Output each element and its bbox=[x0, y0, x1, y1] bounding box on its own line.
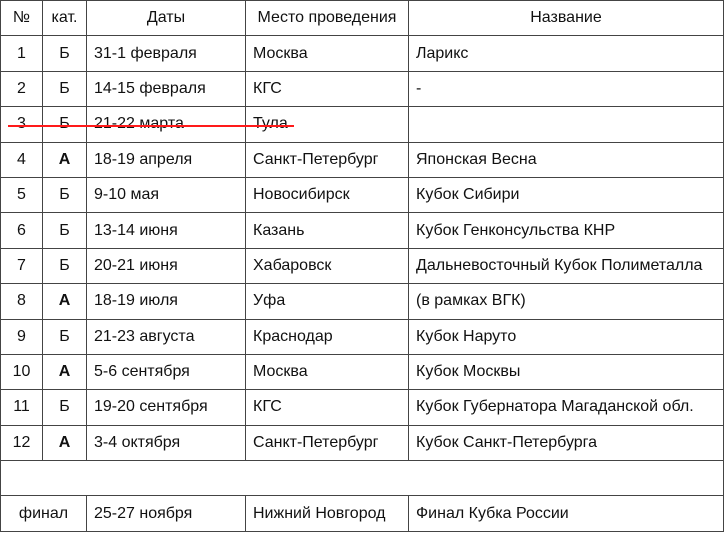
spacer-row bbox=[0, 460, 724, 497]
table-row: 1 Б 31-1 февраля Москва Ларикс bbox=[0, 35, 724, 72]
table-row: 4 А 18-19 апреля Санкт-Петербург Японская Ве… bbox=[0, 141, 724, 178]
row-place: КГС bbox=[245, 389, 409, 426]
table-row: 10 А 5-6 сентября Москва Кубок Москвы bbox=[0, 353, 724, 391]
row-category: Б bbox=[42, 70, 87, 108]
table-row: 12 А 3-4 октября Санкт-Петербург Кубок Санкт… bbox=[0, 424, 724, 462]
header-place: Место проведения bbox=[245, 0, 409, 37]
table-row: 7 Б 20-21 июня Хабаровск Дальневосточный Куб… bbox=[0, 247, 724, 285]
header-row: № кат. Даты Место проведения Название bbox=[0, 0, 724, 37]
row-dates: 18-19 июля bbox=[86, 283, 246, 320]
row-name: Ларикс bbox=[408, 35, 724, 72]
final-place: Нижний Новгород bbox=[245, 495, 409, 532]
row-dates: 21-23 августа bbox=[86, 318, 246, 355]
row-name: Кубок Санкт-Петербурга bbox=[408, 424, 724, 462]
row-place: Казань bbox=[245, 212, 409, 249]
header-dates: Даты bbox=[86, 0, 246, 37]
row-category: А bbox=[42, 353, 87, 391]
row-dates: 14-15 февраля bbox=[86, 70, 246, 108]
table-row: 6 Б 13-14 июня Казань Кубок Генконсульства К… bbox=[0, 212, 724, 249]
row-category: Б bbox=[42, 35, 87, 72]
row-dates: 19-20 сентября bbox=[86, 389, 246, 426]
row-name bbox=[408, 106, 724, 143]
final-dates: 25-27 ноября bbox=[86, 495, 246, 532]
row-num: 8 bbox=[0, 283, 43, 320]
row-place: Уфа bbox=[245, 283, 409, 320]
table-row: 5 Б 9-10 мая Новосибирск Кубок Сибири bbox=[0, 176, 724, 214]
spacer-cell bbox=[0, 460, 724, 497]
row-num: 6 bbox=[0, 212, 43, 249]
row-dates: 13-14 июня bbox=[86, 212, 246, 249]
row-num: 10 bbox=[0, 353, 43, 391]
table-row: 2 Б 14-15 февраля КГС - bbox=[0, 70, 724, 108]
row-category: Б bbox=[42, 389, 87, 426]
row-place: Москва bbox=[245, 353, 409, 391]
row-name: - bbox=[408, 70, 724, 108]
row-place: Краснодар bbox=[245, 318, 409, 355]
row-name: Кубок Губернатора Магаданской обл. bbox=[408, 389, 724, 426]
row-num: 11 bbox=[0, 389, 43, 426]
row-num: 2 bbox=[0, 70, 43, 108]
row-dates: 31-1 февраля bbox=[86, 35, 246, 72]
row-name: Японская Весна bbox=[408, 141, 724, 178]
row-category: Б bbox=[42, 212, 87, 249]
header-num: № bbox=[0, 0, 43, 37]
row-num: 3 bbox=[0, 106, 43, 143]
row-category: А bbox=[42, 424, 87, 462]
row-name: Кубок Генконсульства КНР bbox=[408, 212, 724, 249]
row-category: А bbox=[42, 141, 87, 178]
row-place: Москва bbox=[245, 35, 409, 72]
row-category: Б bbox=[42, 247, 87, 285]
row-num: 5 bbox=[0, 176, 43, 214]
row-category: А bbox=[42, 283, 87, 320]
header-name: Название bbox=[408, 0, 724, 37]
row-dates: 20-21 июня bbox=[86, 247, 246, 285]
row-category: Б bbox=[42, 318, 87, 355]
final-name: Финал Кубка России bbox=[408, 495, 724, 532]
row-place: КГС bbox=[245, 70, 409, 108]
row-place: Санкт-Петербург bbox=[245, 424, 409, 462]
row-num: 4 bbox=[0, 141, 43, 178]
table-row: 11 Б 19-20 сентября КГС Кубок Губернатора Ма… bbox=[0, 389, 724, 426]
table-row-cancelled: 3 Б 21-22 марта Тула bbox=[0, 106, 724, 143]
final-row: финал 25-27 ноября Нижний Новгород Финал Ку… bbox=[0, 495, 724, 532]
row-name: (в рамках ВГК) bbox=[408, 283, 724, 320]
row-num: 12 bbox=[0, 424, 43, 462]
header-cat: кат. bbox=[42, 0, 87, 37]
row-place: Санкт-Петербург bbox=[245, 141, 409, 178]
table-row: 9 Б 21-23 августа Краснодар Кубок Наруто bbox=[0, 318, 724, 355]
final-label: финал bbox=[0, 495, 87, 532]
row-name: Кубок Сибири bbox=[408, 176, 724, 214]
row-place: Хабаровск bbox=[245, 247, 409, 285]
row-num: 9 bbox=[0, 318, 43, 355]
row-name: Кубок Москвы bbox=[408, 353, 724, 391]
row-dates: 5-6 сентября bbox=[86, 353, 246, 391]
row-place: Новосибирск bbox=[245, 176, 409, 214]
row-name: Дальневосточный Кубок Полиметалла bbox=[408, 247, 724, 285]
row-num: 7 bbox=[0, 247, 43, 285]
table-row: 8 А 18-19 июля Уфа (в рамках ВГК) bbox=[0, 283, 724, 320]
row-num: 1 bbox=[0, 35, 43, 72]
row-dates: 3-4 октября bbox=[86, 424, 246, 462]
strikethrough-line bbox=[8, 125, 294, 127]
row-name: Кубок Наруто bbox=[408, 318, 724, 355]
row-category: Б bbox=[42, 176, 87, 214]
row-dates: 9-10 мая bbox=[86, 176, 246, 214]
row-dates: 18-19 апреля bbox=[86, 141, 246, 178]
